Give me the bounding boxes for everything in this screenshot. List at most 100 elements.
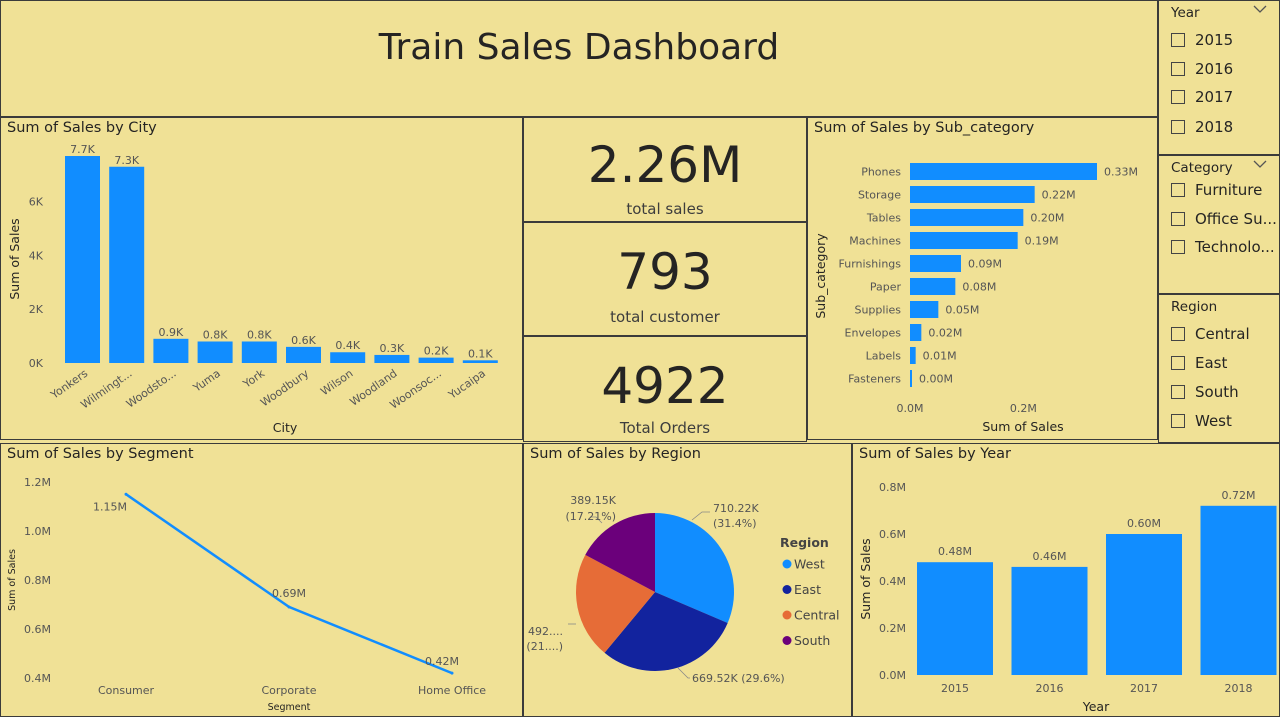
y-tick-label: 0K	[29, 357, 44, 370]
y-tick-label: 6K	[29, 196, 44, 209]
data-label: 0.6K	[291, 334, 316, 347]
region-slicer-title: Region	[1171, 299, 1218, 315]
y-tick-label: Labels	[866, 350, 902, 363]
region-option-east[interactable]: East	[1171, 351, 1227, 375]
kpi-total-customer-label: total customer	[610, 308, 720, 326]
year-option-2017[interactable]: 2017	[1171, 85, 1233, 109]
category-slicer: Category Furniture Office Su... Technolo…	[1158, 155, 1280, 294]
subcategory-chart-panel: Sum of Sales by Sub_category Phones 0.33M…	[807, 117, 1158, 440]
data-label: 669.52K (29.6%)	[692, 672, 785, 685]
pie-slice-west	[655, 513, 734, 623]
y-tick-label: Fasteners	[848, 373, 901, 386]
chevron-down-icon[interactable]	[1253, 158, 1267, 172]
data-label: 0.05M	[945, 304, 979, 317]
data-label: 0.01M	[923, 350, 957, 363]
region-slicer: Region Central East South West	[1158, 294, 1280, 443]
data-label: 0.00M	[919, 373, 953, 386]
leader-line	[677, 667, 690, 679]
bar	[374, 354, 410, 363]
data-label: 492....	[528, 625, 563, 638]
x-tick-label: Home Office	[418, 684, 486, 697]
data-label: 7.3K	[114, 154, 139, 167]
y-tick-label: 0.2M	[879, 622, 906, 635]
bar	[910, 232, 1018, 249]
checkbox-icon[interactable]	[1171, 90, 1185, 104]
chevron-down-icon[interactable]	[1253, 3, 1267, 17]
city-chart-title: Sum of Sales by City	[7, 120, 157, 136]
y-tick-label: 2K	[29, 303, 44, 316]
x-tick-label: 2016	[1036, 682, 1064, 695]
checkbox-icon[interactable]	[1171, 327, 1185, 341]
x-tick-label: Consumer	[98, 684, 155, 697]
category-option-technology[interactable]: Technolo...	[1171, 235, 1275, 259]
data-label: 0.8K	[247, 328, 272, 341]
y-tick-label: Machines	[849, 235, 901, 248]
x-tick-label: 2017	[1130, 682, 1158, 695]
y-axis-title: Sub_category	[813, 233, 828, 319]
segment-chart-title: Sum of Sales by Segment	[7, 446, 194, 462]
checkbox-icon[interactable]	[1171, 414, 1185, 428]
checkbox-icon[interactable]	[1171, 212, 1185, 226]
year-option-2018[interactable]: 2018	[1171, 115, 1233, 139]
bar	[910, 324, 922, 341]
bar	[910, 347, 916, 364]
year-option-2015[interactable]: 2015	[1171, 28, 1233, 52]
region-option-west[interactable]: West	[1171, 409, 1232, 433]
bar	[197, 341, 233, 363]
bar	[910, 255, 961, 272]
data-label: 0.33M	[1104, 166, 1138, 179]
data-label: 0.46M	[1033, 550, 1067, 563]
x-tick-label: 2018	[1225, 682, 1253, 695]
kpi-total-orders-value: 4922	[601, 357, 729, 415]
series-line	[125, 493, 453, 675]
bar	[1011, 566, 1088, 675]
legend-marker	[782, 559, 792, 569]
checkbox-icon[interactable]	[1171, 356, 1185, 370]
data-label: 0.3K	[380, 342, 405, 355]
kpi-total-orders: 4922 Total Orders	[523, 336, 807, 442]
bar	[286, 346, 321, 363]
year-option-2016[interactable]: 2016	[1171, 57, 1233, 81]
data-label: 0.2K	[424, 345, 449, 358]
city-bar-chart: 0K2K4K6K7.7KYonkers7.3KWilmingt...0.9KWo…	[7, 143, 498, 435]
y-tick-label: 0.6M	[24, 623, 51, 636]
legend-title: Region	[780, 535, 829, 550]
legend-marker	[782, 610, 792, 620]
checkbox-icon[interactable]	[1171, 240, 1185, 254]
data-label: 0.69M	[272, 587, 306, 600]
y-tick-label: 0.4M	[879, 575, 906, 588]
bar	[910, 278, 956, 295]
x-tick-label: 0.2M	[1010, 402, 1037, 415]
data-label: (17.21%)	[565, 510, 616, 523]
legend-entry: South	[794, 633, 830, 648]
data-label: 710.22K	[713, 502, 759, 515]
data-label: 7.7K	[70, 143, 95, 156]
y-tick-label: 0.8M	[24, 574, 51, 587]
region-option-central[interactable]: Central	[1171, 322, 1250, 346]
kpi-total-sales-value: 2.26M	[587, 136, 743, 194]
pie-slice-south	[585, 513, 655, 592]
bar	[910, 301, 939, 318]
bar	[153, 338, 189, 363]
x-tick-label: Yuma	[190, 367, 223, 395]
checkbox-icon[interactable]	[1171, 62, 1185, 76]
x-tick-label: Yucaipa	[445, 367, 488, 402]
pie-slice-east	[604, 592, 728, 671]
y-tick-label: 0.6M	[879, 528, 906, 541]
data-label: 0.02M	[928, 327, 962, 340]
year-slicer: Year 2015 2016 2017 2018	[1158, 0, 1280, 155]
checkbox-icon[interactable]	[1171, 33, 1185, 47]
subcategory-chart-title: Sum of Sales by Sub_category	[814, 120, 1035, 136]
data-label: 0.42M	[425, 655, 459, 668]
checkbox-icon[interactable]	[1171, 385, 1185, 399]
category-option-furniture[interactable]: Furniture	[1171, 178, 1262, 202]
region-option-south[interactable]: South	[1171, 380, 1239, 404]
checkbox-icon[interactable]	[1171, 120, 1185, 134]
y-axis-title: Sum of Sales	[7, 218, 22, 299]
data-point	[450, 671, 454, 675]
category-option-office-supplies[interactable]: Office Su...	[1171, 207, 1277, 231]
x-axis-title: City	[273, 420, 298, 435]
bar	[241, 341, 277, 363]
y-tick-label: 4K	[29, 249, 44, 262]
checkbox-icon[interactable]	[1171, 183, 1185, 197]
